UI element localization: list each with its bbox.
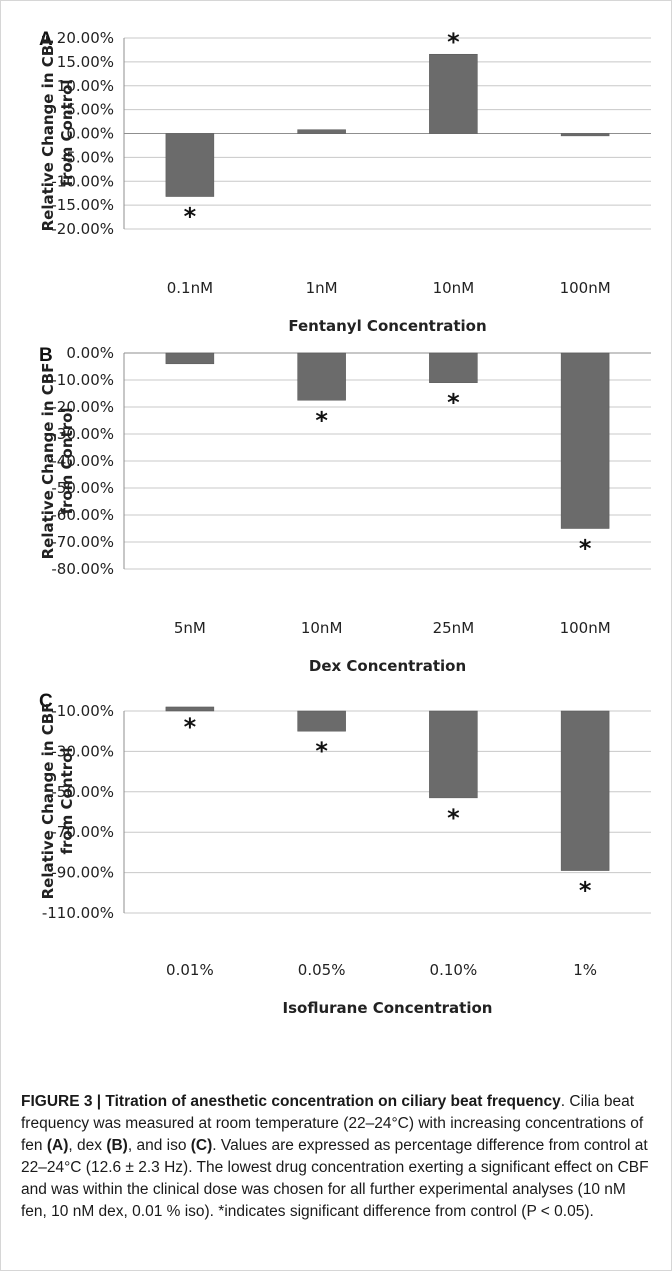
y-tick-label: -30.00% [51, 742, 114, 760]
bar-a-2 [297, 129, 346, 134]
bar-a-3 [429, 53, 478, 134]
bar-c-3 [429, 710, 478, 799]
y-tick-label: -15.00% [51, 196, 114, 214]
x-axis-title: Dex Concentration [309, 657, 466, 675]
significance-star: * [184, 713, 197, 741]
significance-star: * [579, 877, 592, 905]
y-axis-title-line: Relative Change in CBF [39, 35, 57, 232]
x-axis-title: Fentanyl Concentration [288, 317, 486, 335]
y-tick-label: 20.00% [57, 29, 114, 47]
panel-letter-c: C [39, 691, 53, 712]
y-tick-label: -30.00% [51, 425, 114, 443]
figure-charts: A 20.00% 15.00% 10.00% 5.00% 0.00% -5.00% -10.0… [39, 28, 651, 1017]
y-tick-label: -70.00% [51, 533, 114, 551]
bar-c-2 [297, 710, 346, 732]
x-tick-label: 100nM [560, 279, 611, 297]
significance-star: * [579, 535, 592, 563]
caption-text-3: , and iso [127, 1137, 191, 1154]
caption-text-1: . Cilia beat frequency was measured at r… [21, 1093, 644, 1154]
x-tick-label: 0.10% [430, 961, 478, 979]
significance-star: * [447, 28, 460, 56]
y-axis-title-line: from Control [58, 79, 76, 186]
caption-text-4: . Values are expressed as percentage dif… [21, 1137, 649, 1220]
x-tick-label: 0.05% [298, 961, 346, 979]
significance-star: * [447, 804, 460, 832]
caption-ref-c: (C) [190, 1137, 213, 1154]
y-tick-label: -50.00% [51, 479, 114, 497]
x-axis-title: Isoflurane Concentration [283, 999, 493, 1017]
x-tick-label: 0.1nM [167, 279, 213, 297]
significance-star: * [315, 737, 328, 765]
y-tick-label: -50.00% [51, 783, 114, 801]
y-tick-label: 10.00% [57, 77, 114, 95]
bar-b-1 [165, 352, 215, 365]
x-tick-label: 5nM [174, 619, 206, 637]
panel-letter-b: B [39, 345, 53, 366]
y-axis-title-line: Relative Change in CBF [39, 703, 57, 900]
panel-letter-a: A [39, 29, 53, 50]
y-axis-title: Relative Change in CBFfrom Control [39, 703, 76, 900]
x-tick-label: 0.01% [166, 961, 214, 979]
bar-b-3 [429, 352, 478, 383]
y-tick-label: -10.00% [51, 371, 114, 389]
y-tick-label: -10.00% [51, 172, 114, 190]
caption-title: FIGURE 3 | Titration of anesthetic conce… [21, 1093, 561, 1110]
y-tick-label: 5.00% [66, 101, 114, 119]
caption-text-2: , dex [68, 1137, 107, 1154]
y-axis-title-line: from Control [58, 407, 76, 514]
bar-b-2 [297, 352, 346, 401]
x-tick-label: 1% [573, 961, 597, 979]
figure-caption: FIGURE 3 | Titration of anesthetic conce… [21, 1091, 653, 1223]
y-tick-label: -20.00% [51, 398, 114, 416]
x-tick-label: 10nM [433, 279, 475, 297]
y-tick-label: -20.00% [51, 220, 114, 238]
y-tick-label: -110.00% [42, 904, 114, 922]
y-tick-label: 15.00% [57, 53, 114, 71]
x-tick-label: 10nM [301, 619, 343, 637]
bar-a-4 [560, 133, 610, 137]
bar-a-1 [165, 133, 215, 197]
significance-star: * [315, 406, 328, 434]
bar-b-4 [560, 352, 610, 529]
y-tick-label: -5.00% [61, 148, 114, 166]
y-tick-label: -80.00% [51, 560, 114, 578]
caption-ref-b: (B) [106, 1137, 128, 1154]
caption-ref-a: (A) [46, 1137, 69, 1154]
y-tick-label: -60.00% [51, 506, 114, 524]
y-tick-label: -70.00% [51, 823, 114, 841]
y-tick-label: -10.00% [51, 702, 114, 720]
y-axis-title: Relative Change in CBFfrom Control [39, 363, 76, 560]
x-tick-label: 25nM [433, 619, 475, 637]
x-tick-label: 1nM [306, 279, 338, 297]
bar-c-1 [165, 706, 215, 712]
bar-c-4 [560, 710, 610, 871]
y-axis-title: Relative Change in CBFfrom Control [39, 35, 76, 232]
y-axis-title-line: Relative Change in CBF [39, 363, 57, 560]
x-tick-label: 100nM [560, 619, 611, 637]
y-tick-label: -40.00% [51, 452, 114, 470]
significance-star: * [447, 389, 460, 417]
y-tick-label: -90.00% [51, 864, 114, 882]
y-tick-label: 0.00% [66, 125, 114, 143]
y-tick-label: 0.00% [66, 344, 114, 362]
significance-star: * [184, 203, 197, 231]
y-axis-title-line: from Control [58, 747, 76, 854]
